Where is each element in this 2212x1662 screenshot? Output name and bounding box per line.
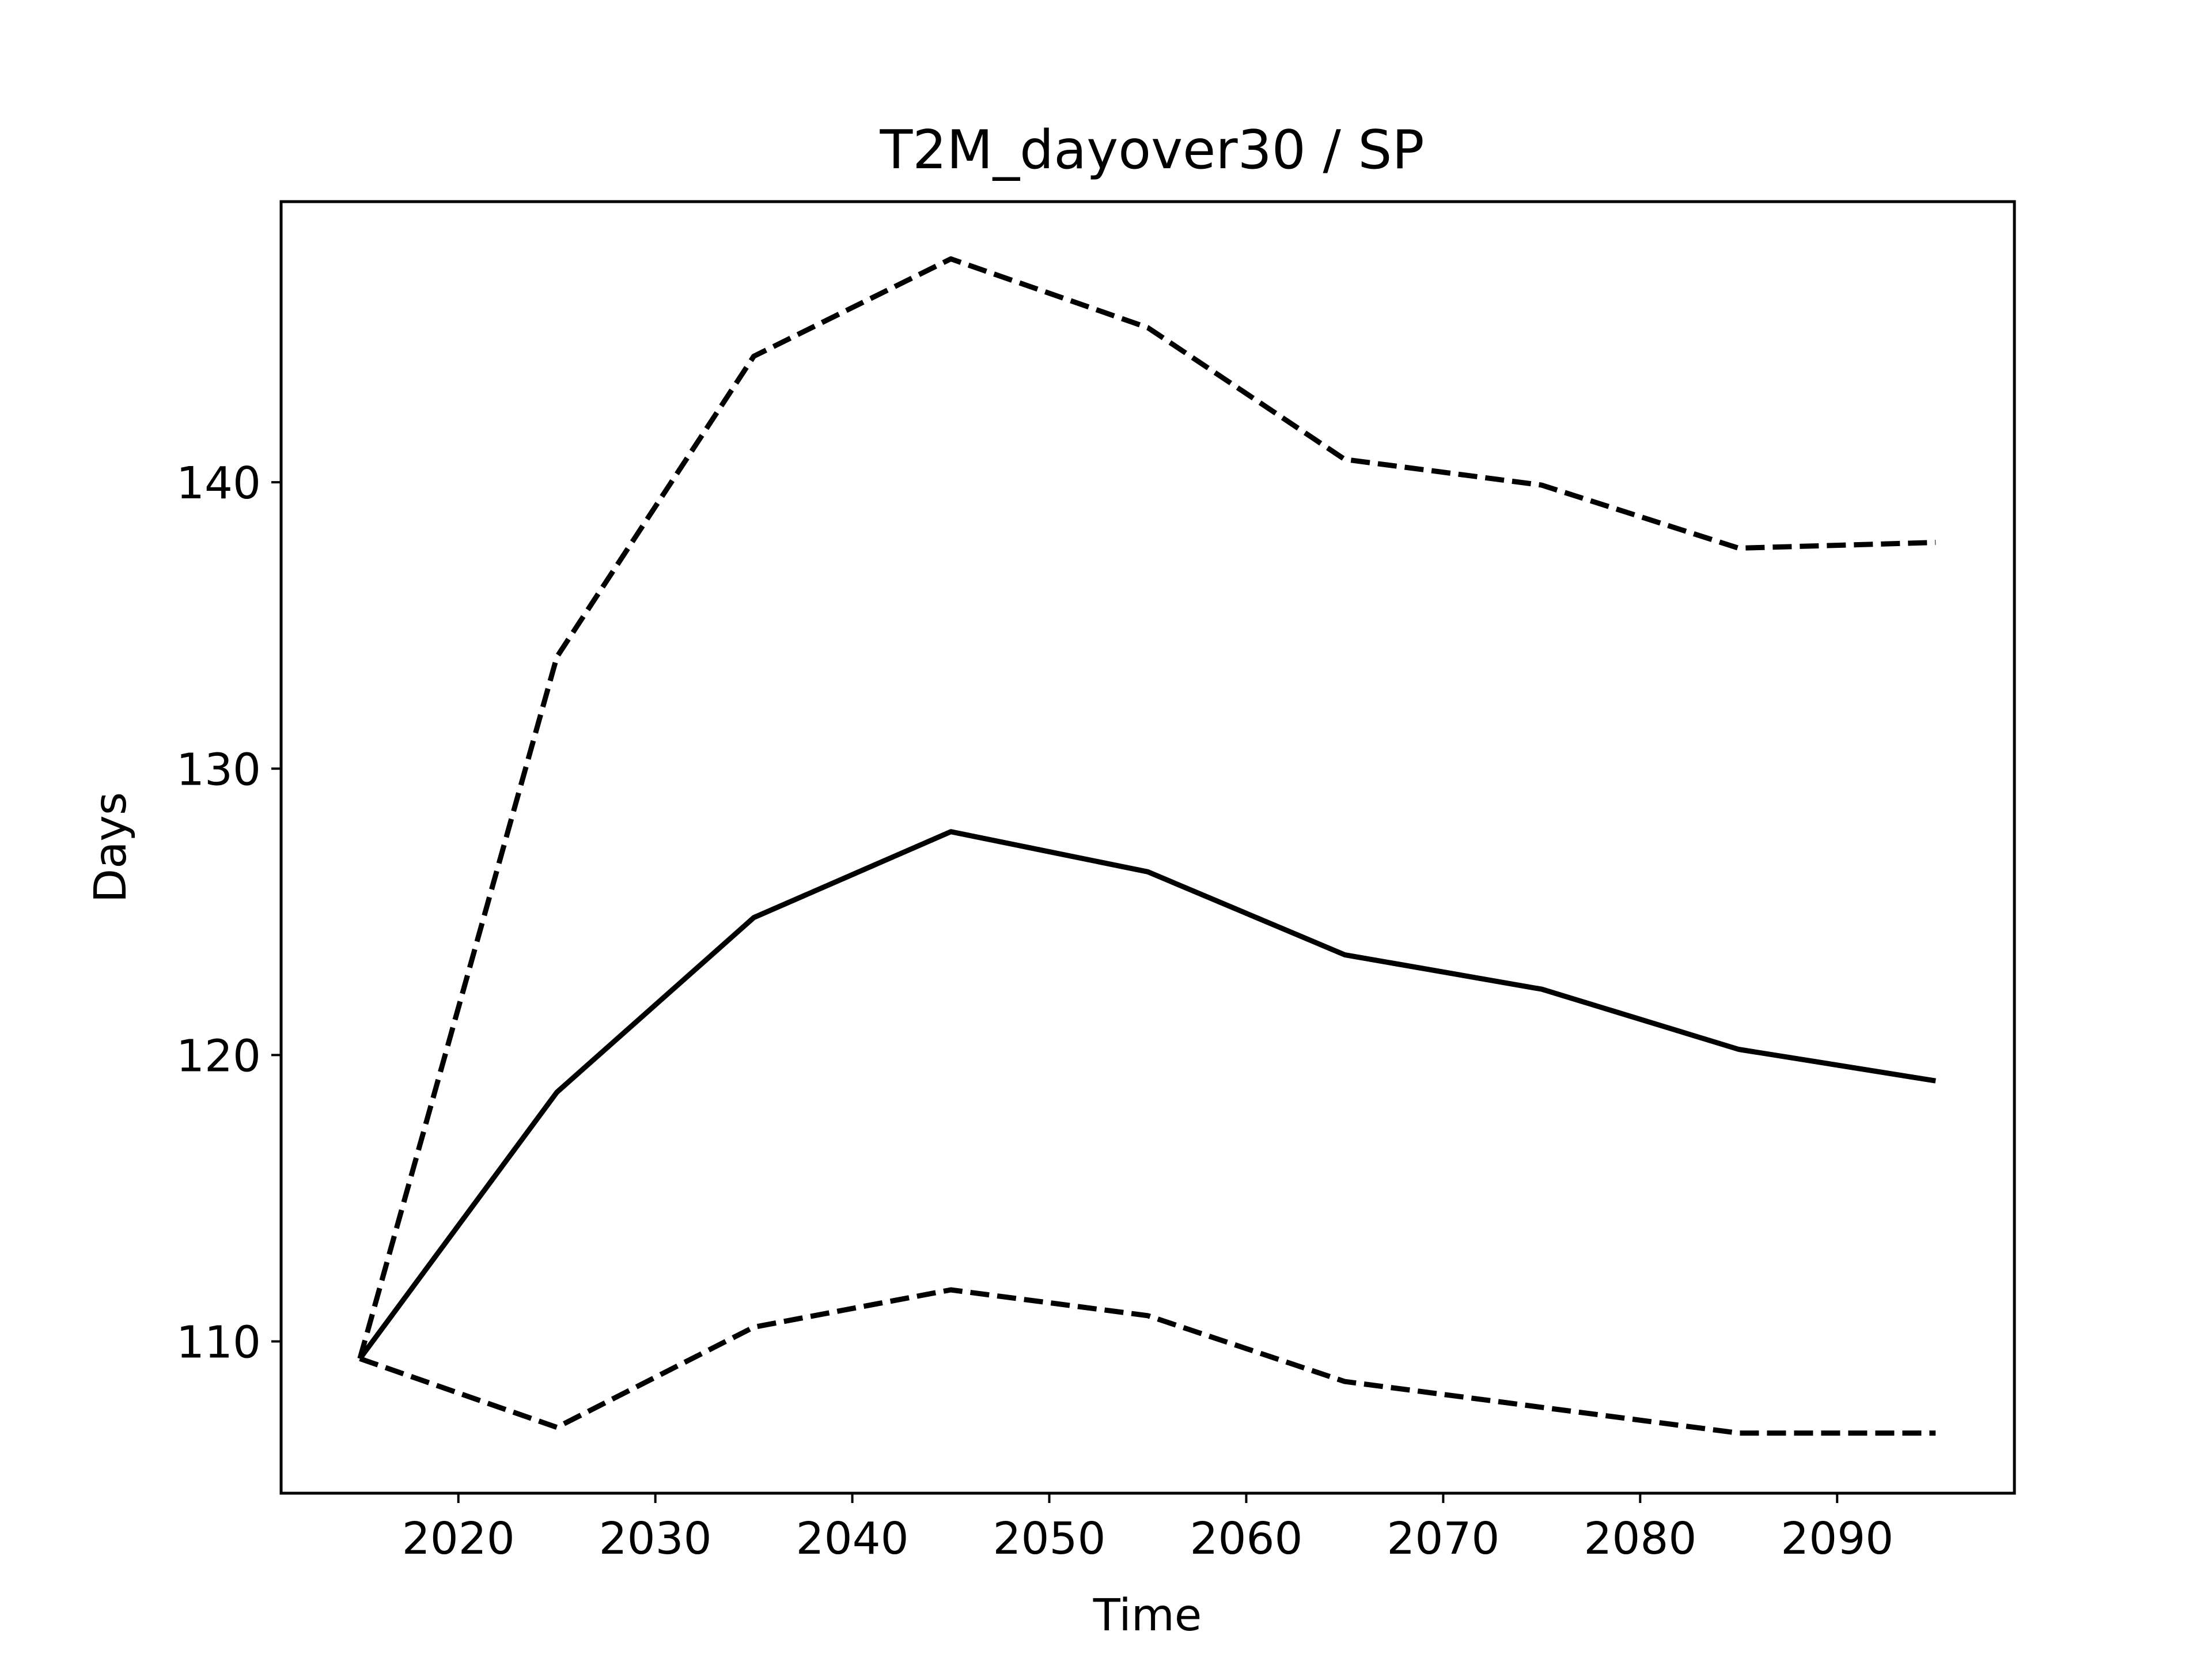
x-tick-label: 2030	[599, 1513, 712, 1565]
x-axis-label: Time	[1093, 1590, 1202, 1641]
x-tick-label: 2040	[796, 1513, 909, 1565]
y-tick-label: 130	[176, 744, 261, 796]
x-tick-label: 2090	[1781, 1513, 1893, 1565]
x-tick-label: 2050	[993, 1513, 1106, 1565]
x-tick-label: 2070	[1387, 1513, 1499, 1565]
x-tick-label: 2060	[1190, 1513, 1302, 1565]
chart-title: T2M_dayover30 / SP	[879, 119, 1424, 181]
y-tick-label: 140	[176, 458, 261, 509]
x-tick-label: 2020	[402, 1513, 515, 1565]
y-tick-label: 120	[176, 1031, 261, 1082]
x-tick-label: 2080	[1584, 1513, 1696, 1565]
y-axis-label: Days	[85, 792, 137, 903]
y-tick-label: 110	[176, 1318, 261, 1369]
